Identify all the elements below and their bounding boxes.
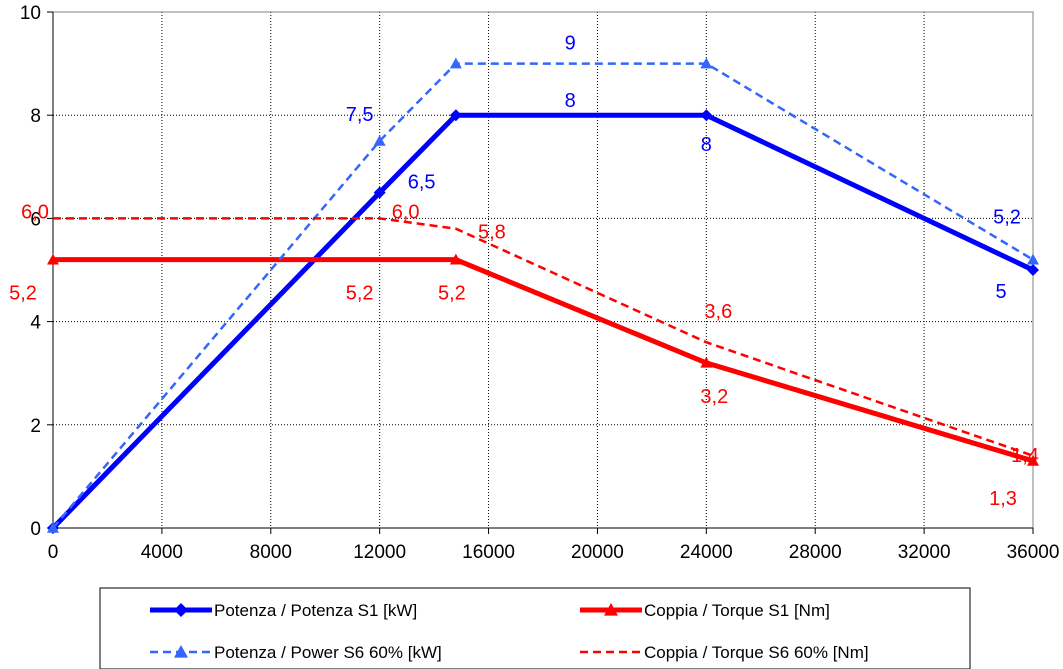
series-point-2 bbox=[1027, 253, 1039, 265]
legend-marker-2 bbox=[174, 645, 188, 658]
y-tick-label: 10 bbox=[20, 3, 41, 24]
legend-marker-0 bbox=[174, 603, 188, 617]
y-tick-label: 2 bbox=[30, 416, 41, 437]
series-point-2 bbox=[47, 522, 59, 533]
data-labels: 6,5 8 8 5 5,2 5,2 5,2 3,2 1,3 7,5 9 5,2 6,0 6,0 5,8 3,6… bbox=[9, 33, 1039, 510]
legend-label-1: Coppia / Torque S1 [Nm] bbox=[644, 601, 830, 620]
x-tick-label: 16000 bbox=[462, 542, 515, 563]
data-label: 3,2 bbox=[700, 386, 728, 408]
legend: Potenza / Potenza S1 [kW] Coppia / Torque… bbox=[99, 587, 971, 669]
legend-marker-1 bbox=[604, 603, 618, 616]
x-tick-label: 28000 bbox=[789, 542, 842, 563]
data-label: 9 bbox=[565, 33, 576, 55]
series-point-2 bbox=[449, 57, 462, 69]
data-label: 7,5 bbox=[346, 104, 374, 126]
data-label: 8 bbox=[701, 134, 712, 156]
data-label: 6,0 bbox=[392, 201, 420, 223]
x-tick-label: 36000 bbox=[1007, 542, 1060, 563]
data-label: 5,2 bbox=[346, 283, 374, 305]
data-label: 6,0 bbox=[21, 201, 49, 223]
series-point-1 bbox=[47, 253, 59, 265]
data-label: 5 bbox=[995, 281, 1006, 303]
x-tick-label: 4000 bbox=[141, 542, 183, 563]
data-label: 5,2 bbox=[993, 207, 1021, 229]
axes: 0 4000 8000 12000 16000 20000 24000 28000 32000 3… bbox=[20, 3, 1060, 563]
series-point-2 bbox=[373, 135, 386, 146]
x-tick-label: 24000 bbox=[680, 542, 733, 563]
data-label: 5,2 bbox=[9, 283, 37, 305]
x-tick-label: 32000 bbox=[898, 542, 951, 563]
series-point-0 bbox=[449, 109, 462, 122]
legend-label-0: Potenza / Potenza S1 [kW] bbox=[214, 601, 417, 620]
series-point-0 bbox=[1027, 264, 1039, 276]
data-label: 8 bbox=[565, 90, 576, 112]
data-label: 5,8 bbox=[478, 222, 506, 244]
series-point-0 bbox=[700, 109, 713, 122]
data-label: 5,2 bbox=[438, 283, 466, 305]
data-label: 3,6 bbox=[704, 301, 732, 323]
data-label: 6,5 bbox=[408, 172, 436, 194]
y-tick-label: 8 bbox=[30, 106, 41, 127]
series-line-3 bbox=[53, 217, 1034, 457]
legend-label-2: Potenza / Power S6 60% [kW] bbox=[214, 643, 442, 662]
series-point-0 bbox=[373, 186, 386, 199]
x-tick-label: 8000 bbox=[250, 542, 292, 563]
data-label: 1,4 bbox=[1011, 445, 1039, 467]
legend-label-3: Coppia / Torque S6 60% [Nm] bbox=[644, 643, 869, 662]
data-label: 1,3 bbox=[989, 488, 1017, 510]
series-layer bbox=[47, 57, 1039, 534]
series-line-1 bbox=[53, 257, 1034, 464]
legend-box bbox=[99, 587, 971, 669]
y-tick-label: 4 bbox=[30, 313, 41, 334]
x-tick-label: 0 bbox=[48, 542, 59, 563]
y-tick-label: 6 bbox=[30, 209, 41, 230]
x-tick-label: 20000 bbox=[571, 542, 624, 563]
series-point-2 bbox=[700, 57, 713, 69]
x-tick-label: 12000 bbox=[353, 542, 406, 563]
series-point-1 bbox=[449, 253, 462, 265]
series-point-1 bbox=[1027, 454, 1039, 466]
series-point-1 bbox=[700, 356, 713, 368]
y-tick-label: 0 bbox=[30, 519, 41, 540]
